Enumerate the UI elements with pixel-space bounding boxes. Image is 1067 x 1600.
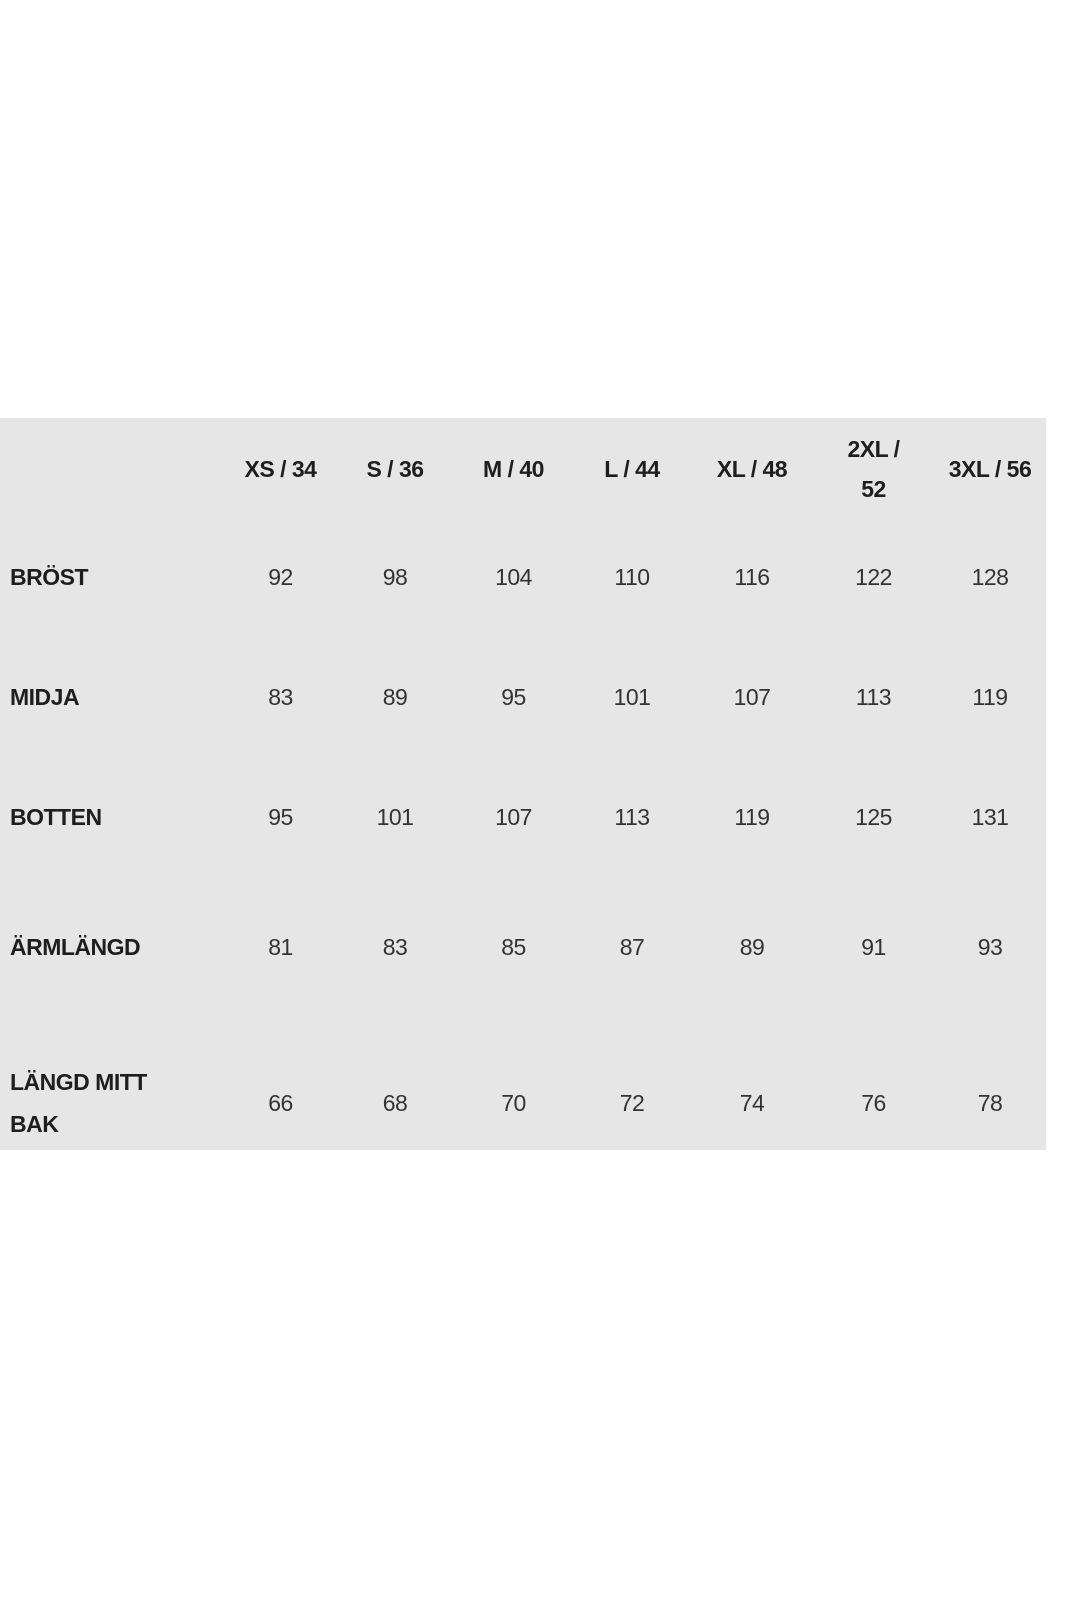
measurement-cell: 104: [495, 563, 532, 590]
table-row: BOTTEN 95 101 107 113 119 125 131: [0, 760, 1046, 874]
measurement-cell: 89: [739, 933, 765, 960]
measurement-cell: 68: [382, 1089, 408, 1116]
measurement-cell: 119: [734, 803, 770, 830]
header-empty: [0, 418, 225, 520]
measurement-cell: 87: [619, 933, 645, 960]
measurement-cell: 85: [501, 933, 526, 960]
row-label: BOTTEN: [10, 804, 102, 830]
measurement-cell: 83: [382, 933, 408, 960]
measurement-cell: 66: [268, 1089, 293, 1116]
header-size: L / 44: [604, 456, 660, 482]
measurement-cell: 74: [739, 1089, 765, 1116]
measurement-cell: 101: [376, 803, 414, 830]
measurement-cell: 91: [861, 933, 886, 960]
measurement-cell: 89: [382, 683, 408, 710]
measurement-cell: 92: [268, 563, 293, 590]
measurement-cell: 81: [268, 933, 293, 960]
header-size: 3XL / 56: [948, 456, 1032, 482]
measurement-cell: 113: [855, 683, 892, 710]
header-size: XL / 48: [716, 456, 788, 482]
measurement-cell: 78: [977, 1089, 1003, 1116]
measurement-cell: 107: [495, 803, 532, 830]
header-size: S / 36: [366, 456, 424, 482]
measurement-cell: 95: [268, 803, 293, 830]
table-row: LÄNGD MITT BAK 66 68 70 72 74 76 78: [0, 1056, 1046, 1150]
table-row: ÄRMLÄNGD 81 83 85 87 89 91 93: [0, 874, 1046, 1056]
measurement-cell: 110: [614, 563, 650, 590]
measurement-cell: 95: [501, 683, 526, 710]
row-label: MIDJA: [10, 684, 80, 710]
measurement-cell: 93: [977, 933, 1003, 960]
measurement-cell: 101: [613, 683, 651, 710]
table-row: BRÖST 92 98 104 110 116 122 128: [0, 520, 1046, 634]
measurement-cell: 83: [268, 683, 293, 710]
measurement-cell: 107: [733, 683, 771, 710]
measurement-cell: 76: [861, 1089, 886, 1116]
measurement-cell: 131: [971, 803, 1009, 830]
header-size: M / 40: [483, 456, 544, 482]
header-size: 2XL / 52: [847, 436, 900, 502]
measurement-cell: 98: [382, 563, 408, 590]
row-label: BRÖST: [10, 564, 89, 590]
header-row: XS / 34 S / 36 M / 40 L / 44 XL / 48 2XL…: [0, 418, 1046, 520]
measurement-cell: 116: [734, 563, 770, 590]
table-row: MIDJA 83 89 95 101 107 113 119: [0, 634, 1046, 760]
measurement-cell: 70: [501, 1089, 526, 1116]
row-label: LÄNGD MITT BAK: [10, 1069, 147, 1137]
measurement-cell: 72: [619, 1089, 645, 1116]
size-chart-table: XS / 34 S / 36 M / 40 L / 44 XL / 48 2XL…: [0, 418, 1046, 1150]
measurement-cell: 113: [614, 803, 650, 830]
row-label: ÄRMLÄNGD: [10, 934, 141, 960]
header-size: XS / 34: [244, 456, 317, 482]
measurement-cell: 122: [855, 563, 892, 590]
measurement-cell: 125: [855, 803, 892, 830]
measurement-cell: 119: [972, 683, 1008, 710]
measurement-cell: 128: [971, 563, 1009, 590]
